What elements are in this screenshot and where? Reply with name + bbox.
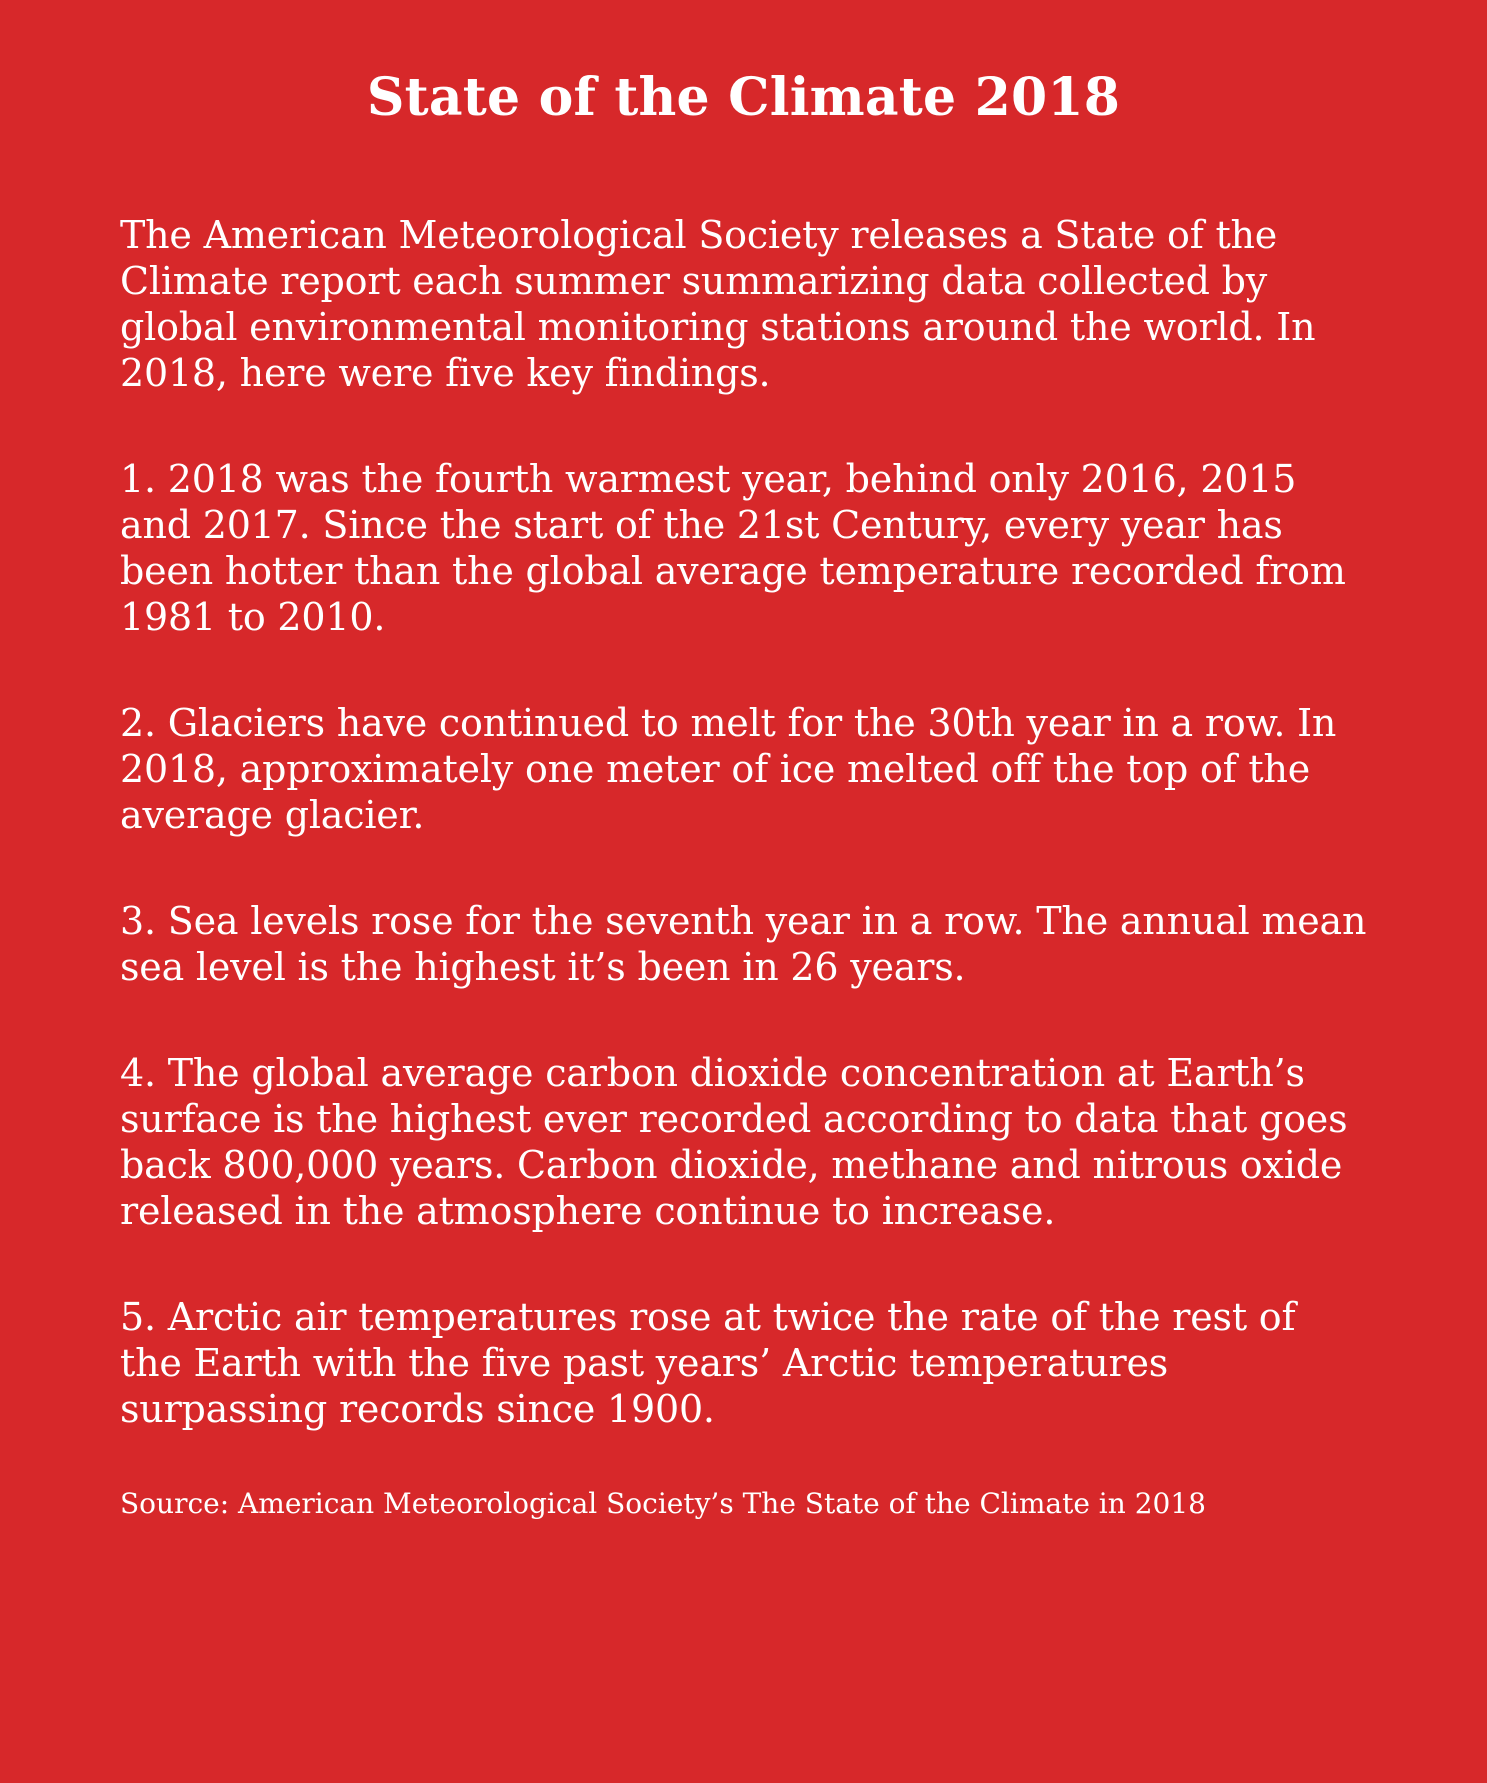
finding-1: 1. 2018 was the fourth warmest year, beh… (120, 457, 1346, 639)
finding-3: 3. Sea levels rose for the seventh year … (120, 899, 1367, 989)
page-title: State of the Climate 2018 (366, 67, 1121, 128)
intro-paragraph: The American Meteorological Society rele… (120, 213, 1316, 395)
finding-2: 2. Glaciers have continued to melt for t… (120, 701, 1337, 837)
article-body: The American Meteorological Society rele… (120, 212, 1367, 1522)
source-note: Source: American Meteorological Society’… (120, 1487, 1206, 1520)
finding-4: 4. The global average carbon dioxide con… (120, 1051, 1348, 1233)
finding-5: 5. Arctic air temperatures rose at twice… (120, 1295, 1296, 1431)
